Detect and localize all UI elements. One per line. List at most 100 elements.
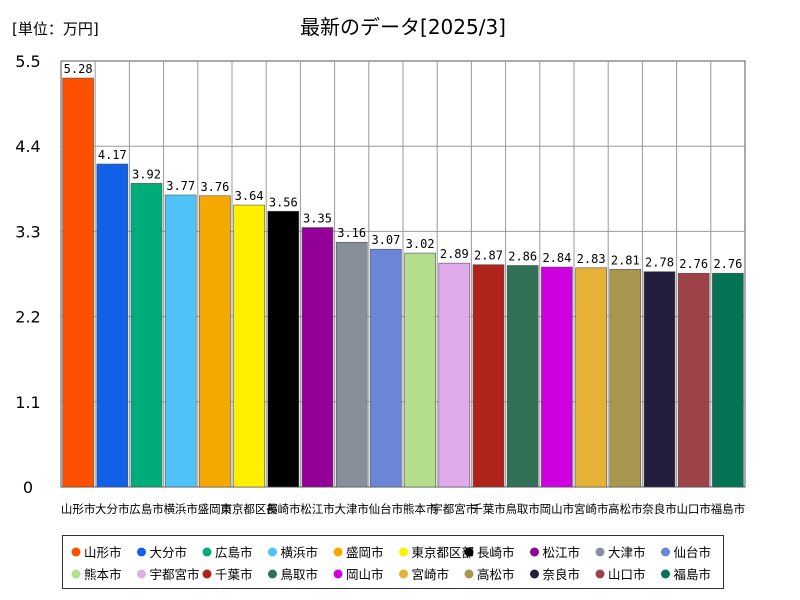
bar xyxy=(541,266,573,488)
x-tick-label: 大津市 xyxy=(334,502,369,516)
bar xyxy=(199,195,231,488)
legend-label: 横浜市 xyxy=(281,545,319,560)
bar xyxy=(301,227,334,488)
legend-label: 奈良市 xyxy=(543,567,581,582)
bar xyxy=(712,272,744,488)
bar xyxy=(233,204,265,488)
x-tick-label: 広島市 xyxy=(129,502,164,516)
legend-marker xyxy=(530,569,539,579)
y-tick-label: 2.2 xyxy=(15,308,40,327)
legend-label: 長崎市 xyxy=(477,545,515,560)
bar xyxy=(404,252,436,488)
legend-label: 宮崎市 xyxy=(412,567,450,582)
value-label: 2.86 xyxy=(508,249,537,263)
legend-marker xyxy=(137,547,146,557)
legend-label: 岡山市 xyxy=(346,567,384,582)
x-tick-label: 高松市 xyxy=(608,502,643,516)
value-label: 2.76 xyxy=(679,257,708,271)
legend-marker xyxy=(464,547,474,557)
y-tick-label: 5.5 xyxy=(15,52,40,71)
value-label: 3.64 xyxy=(235,189,264,203)
legend-label: 山口市 xyxy=(608,567,646,582)
value-label: 4.17 xyxy=(98,148,127,162)
value-labels: 5.28 4.17 3.92 3.77 3.76 3.64 3.56 3.35 3.16 3.07… xyxy=(64,62,743,271)
bar xyxy=(438,262,471,488)
x-tick-label: 山口市 xyxy=(676,502,711,516)
bar xyxy=(96,163,129,488)
legend-marker xyxy=(464,569,474,579)
x-tick-label: 大分市 xyxy=(95,502,130,516)
value-label: 3.77 xyxy=(166,179,195,193)
legend-marker xyxy=(268,547,277,557)
bar xyxy=(472,264,505,488)
x-tick-label: 岡山市 xyxy=(540,502,575,516)
legend-marker xyxy=(530,547,539,557)
legend-marker xyxy=(661,547,670,557)
bar xyxy=(609,269,642,488)
bar xyxy=(335,241,368,488)
bar xyxy=(677,272,710,488)
legend-label: 宇都宮市 xyxy=(150,567,200,582)
unit-label: [単位：万円] xyxy=(12,20,99,38)
x-tick-label: 仙台市 xyxy=(369,502,404,516)
legend-label: 盛岡市 xyxy=(346,545,384,560)
bar xyxy=(643,271,676,488)
x-tick-label: 宇都宮市 xyxy=(431,502,477,516)
legend-label: 千葉市 xyxy=(215,567,253,582)
value-label: 2.78 xyxy=(645,256,674,270)
value-label: 2.87 xyxy=(474,249,503,263)
legend-label: 広島市 xyxy=(215,545,253,560)
value-label: 2.81 xyxy=(611,253,640,267)
legend-marker xyxy=(71,547,81,557)
legend-label: 東京都区部 xyxy=(412,545,475,560)
legend-marker xyxy=(595,547,605,557)
value-label: 3.02 xyxy=(406,237,435,251)
x-tick-label: 盛岡市 xyxy=(198,502,233,516)
value-label: 3.56 xyxy=(269,195,298,209)
legend-marker xyxy=(202,547,212,557)
value-label: 3.76 xyxy=(200,180,229,194)
legend-marker xyxy=(71,569,81,579)
value-label: 2.83 xyxy=(577,252,606,266)
legend-marker xyxy=(333,569,343,579)
legend-marker xyxy=(399,569,408,579)
bar xyxy=(370,248,402,488)
legend-marker xyxy=(137,569,146,579)
x-tick-label: 千葉市 xyxy=(471,502,506,516)
y-tick-label: 0 xyxy=(23,478,33,497)
legend-marker xyxy=(595,569,605,579)
bar xyxy=(164,194,197,488)
y-tick-label: 3.3 xyxy=(15,222,40,241)
y-axis: 0 1.1 2.2 3.3 4.4 5.5 xyxy=(15,52,40,497)
x-tick-label: 福島市 xyxy=(711,502,746,516)
legend-label: 高松市 xyxy=(477,567,515,582)
legend-label: 鳥取市 xyxy=(281,567,319,582)
legend-label: 福島市 xyxy=(674,567,712,582)
value-label: 2.84 xyxy=(542,251,571,265)
y-tick-label: 1.1 xyxy=(15,393,40,412)
legend-label: 松江市 xyxy=(543,545,581,560)
value-label: 2.76 xyxy=(713,257,742,271)
x-tick-label: 奈良市 xyxy=(642,502,677,516)
value-label: 3.07 xyxy=(371,233,400,247)
x-tick-label: 熊本市 xyxy=(403,502,438,516)
bar xyxy=(130,183,163,488)
legend-label: 大分市 xyxy=(150,545,188,560)
bars xyxy=(62,77,744,488)
x-tick-label: 山形市 xyxy=(61,502,96,516)
legend: 山形市 大分市 広島市 横浜市 盛岡市 東京都区部 長崎市 松江市 大津市 仙台市 熊本市 宇都宮市千… xyxy=(62,535,724,589)
value-label: 2.89 xyxy=(440,247,469,261)
bar xyxy=(575,267,607,488)
legend-marker xyxy=(333,547,343,557)
y-tick-label: 4.4 xyxy=(15,137,40,156)
bar xyxy=(267,210,300,488)
legend-label: 仙台市 xyxy=(674,545,712,560)
legend-label: 大津市 xyxy=(608,545,646,560)
legend-marker xyxy=(399,547,408,557)
legend-marker xyxy=(202,569,212,579)
value-label: 3.16 xyxy=(337,226,366,240)
value-label: 5.28 xyxy=(64,62,93,76)
legend-marker xyxy=(661,569,670,579)
